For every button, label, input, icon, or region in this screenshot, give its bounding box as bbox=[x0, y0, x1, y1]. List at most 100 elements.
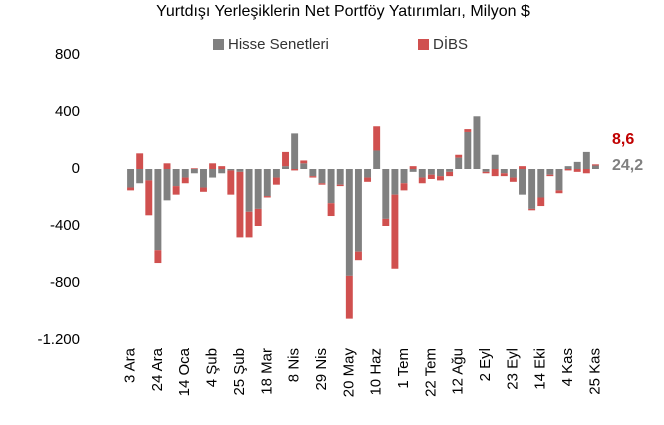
legend-label: Hisse Senetleri bbox=[228, 36, 329, 53]
bar bbox=[555, 169, 563, 191]
bar bbox=[154, 169, 162, 251]
bar bbox=[446, 169, 454, 172]
x-tick-label: 10 Haz bbox=[368, 348, 385, 396]
bar bbox=[418, 169, 426, 178]
bar bbox=[336, 169, 344, 185]
bar bbox=[491, 154, 499, 169]
data-label: 8,6 bbox=[612, 131, 634, 148]
bar bbox=[327, 203, 335, 217]
bar bbox=[291, 133, 299, 169]
bar bbox=[318, 183, 326, 185]
bar bbox=[136, 169, 144, 184]
bar bbox=[291, 169, 299, 171]
bar bbox=[546, 169, 554, 175]
x-tick-label: 25 Şub bbox=[231, 348, 248, 396]
y-tick-label: 0 bbox=[72, 160, 80, 177]
bar bbox=[546, 174, 554, 177]
bar bbox=[200, 169, 207, 188]
bar bbox=[409, 169, 417, 172]
bar bbox=[145, 169, 153, 181]
bar bbox=[318, 169, 326, 184]
bar bbox=[300, 160, 308, 164]
x-tick-label: 8 Nis bbox=[286, 348, 303, 382]
bar bbox=[282, 151, 289, 167]
bar bbox=[163, 163, 171, 169]
bar bbox=[491, 169, 499, 177]
bar bbox=[537, 197, 545, 207]
bar bbox=[464, 129, 472, 132]
bar bbox=[181, 169, 189, 178]
bar bbox=[573, 161, 581, 169]
bar bbox=[309, 176, 317, 178]
x-tick-label: 18 Mar bbox=[258, 348, 275, 395]
bar bbox=[537, 169, 545, 198]
x-tick-label: 22 Tem bbox=[422, 348, 439, 397]
bar bbox=[272, 169, 280, 178]
bar bbox=[437, 176, 444, 181]
bar bbox=[309, 169, 317, 177]
bar bbox=[218, 166, 226, 169]
bar bbox=[327, 169, 335, 204]
bar bbox=[209, 163, 217, 169]
bar bbox=[245, 169, 253, 212]
bar bbox=[564, 166, 572, 169]
bar bbox=[427, 174, 435, 179]
bar bbox=[391, 194, 399, 269]
bar bbox=[163, 169, 171, 201]
bar bbox=[509, 177, 517, 182]
bar bbox=[145, 180, 153, 216]
bar bbox=[528, 169, 536, 209]
bar bbox=[254, 169, 262, 209]
bar bbox=[209, 169, 217, 178]
bar bbox=[127, 187, 135, 191]
bar bbox=[236, 171, 244, 238]
legend-label: DİBS bbox=[433, 35, 468, 53]
bar bbox=[136, 153, 144, 169]
data-label: 24,2 bbox=[612, 157, 643, 174]
x-tick-label: 25 Kas bbox=[586, 348, 603, 395]
bar bbox=[409, 166, 417, 169]
bar bbox=[154, 250, 162, 264]
bar bbox=[437, 169, 444, 177]
bar bbox=[181, 177, 189, 184]
bar bbox=[591, 164, 599, 166]
x-tick-label: 4 Şub bbox=[204, 348, 221, 387]
bar bbox=[236, 169, 244, 172]
x-tick-label: 14 Eki bbox=[532, 348, 549, 390]
bar bbox=[127, 169, 135, 188]
bar bbox=[354, 169, 362, 252]
bar bbox=[427, 169, 435, 175]
bar bbox=[382, 218, 390, 226]
bar bbox=[245, 211, 253, 238]
bar bbox=[254, 208, 262, 226]
bar bbox=[528, 208, 536, 211]
bar bbox=[573, 169, 581, 172]
bar bbox=[455, 154, 463, 158]
bar bbox=[382, 169, 390, 219]
x-tick-label: 12 Ağu bbox=[450, 348, 467, 395]
bar bbox=[482, 171, 490, 174]
bar bbox=[509, 169, 517, 178]
x-tick-label: 3 Ara bbox=[122, 347, 139, 383]
x-tick-label: 2 Eyl bbox=[477, 348, 494, 381]
bar bbox=[200, 187, 207, 192]
bar bbox=[582, 151, 590, 169]
bar bbox=[464, 131, 472, 169]
bar bbox=[227, 169, 235, 171]
chart-title: Yurtdışı Yerleşiklerin Net Portföy Yatır… bbox=[156, 3, 530, 20]
bar bbox=[272, 177, 280, 185]
legend-swatch bbox=[213, 39, 224, 50]
bar bbox=[446, 171, 454, 177]
bar bbox=[345, 169, 353, 276]
y-tick-label: -400 bbox=[50, 217, 80, 234]
bar bbox=[418, 177, 426, 184]
bar bbox=[500, 169, 508, 174]
bar bbox=[300, 163, 308, 169]
bar bbox=[364, 177, 372, 182]
bar bbox=[172, 186, 180, 195]
bar bbox=[354, 251, 362, 261]
bar bbox=[555, 190, 563, 194]
bar bbox=[519, 169, 526, 195]
bar bbox=[345, 275, 353, 319]
bar bbox=[400, 169, 408, 184]
